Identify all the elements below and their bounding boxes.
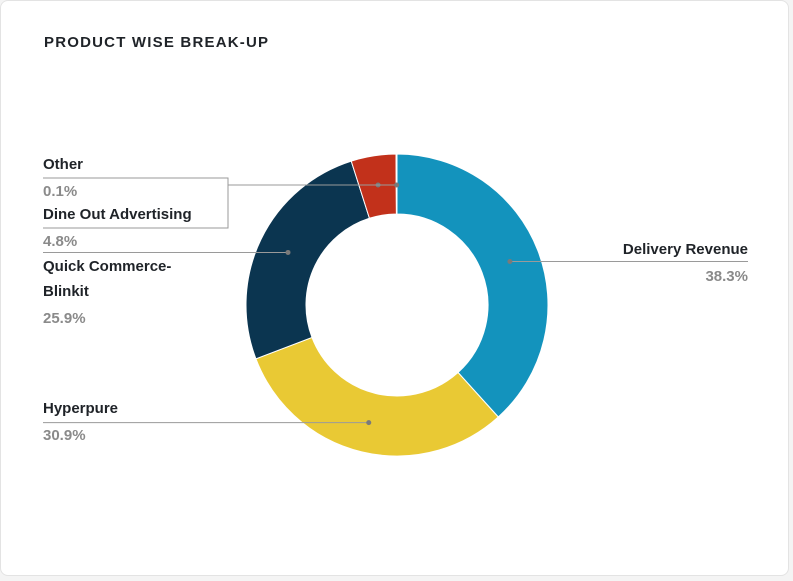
label-pct-dine-out-advertising: 4.8% bbox=[43, 233, 77, 250]
leader-dot-hyperpure bbox=[366, 420, 372, 426]
chart-title: PRODUCT WISE BREAK-UP bbox=[44, 34, 270, 51]
label-name-quick-commerce-blinkit: Quick Commerce- bbox=[43, 258, 171, 275]
label-pct-quick-commerce-blinkit: 25.9% bbox=[43, 310, 86, 327]
leader-line-other bbox=[43, 177, 397, 186]
label-pct-delivery-revenue: 38.3% bbox=[705, 268, 748, 285]
label-name-quick-commerce-blinkit-1: Blinkit bbox=[43, 283, 89, 300]
slice-hyperpure bbox=[255, 336, 499, 457]
label-name-hyperpure: Hyperpure bbox=[43, 400, 118, 417]
slice-quick-commerce-blinkit bbox=[245, 160, 371, 360]
label-pct-hyperpure: 30.9% bbox=[43, 427, 86, 444]
leader-dot-other bbox=[394, 182, 400, 188]
donut-slices bbox=[245, 153, 549, 457]
label-name-delivery-revenue: Delivery Revenue bbox=[623, 241, 748, 258]
label-name-dine-out-advertising: Dine Out Advertising bbox=[43, 206, 192, 223]
slice-delivery-revenue bbox=[396, 153, 549, 418]
slice-labels: Delivery Revenue 38.3% Hyperpure 30.9% Quick… bbox=[43, 156, 748, 444]
leader-lines bbox=[43, 177, 748, 426]
label-name-other: Other bbox=[43, 156, 83, 173]
leader-dot-quick-commerce-blinkit bbox=[285, 249, 291, 255]
label-pct-other: 0.1% bbox=[43, 183, 77, 200]
leader-dot-delivery-revenue bbox=[507, 259, 513, 265]
